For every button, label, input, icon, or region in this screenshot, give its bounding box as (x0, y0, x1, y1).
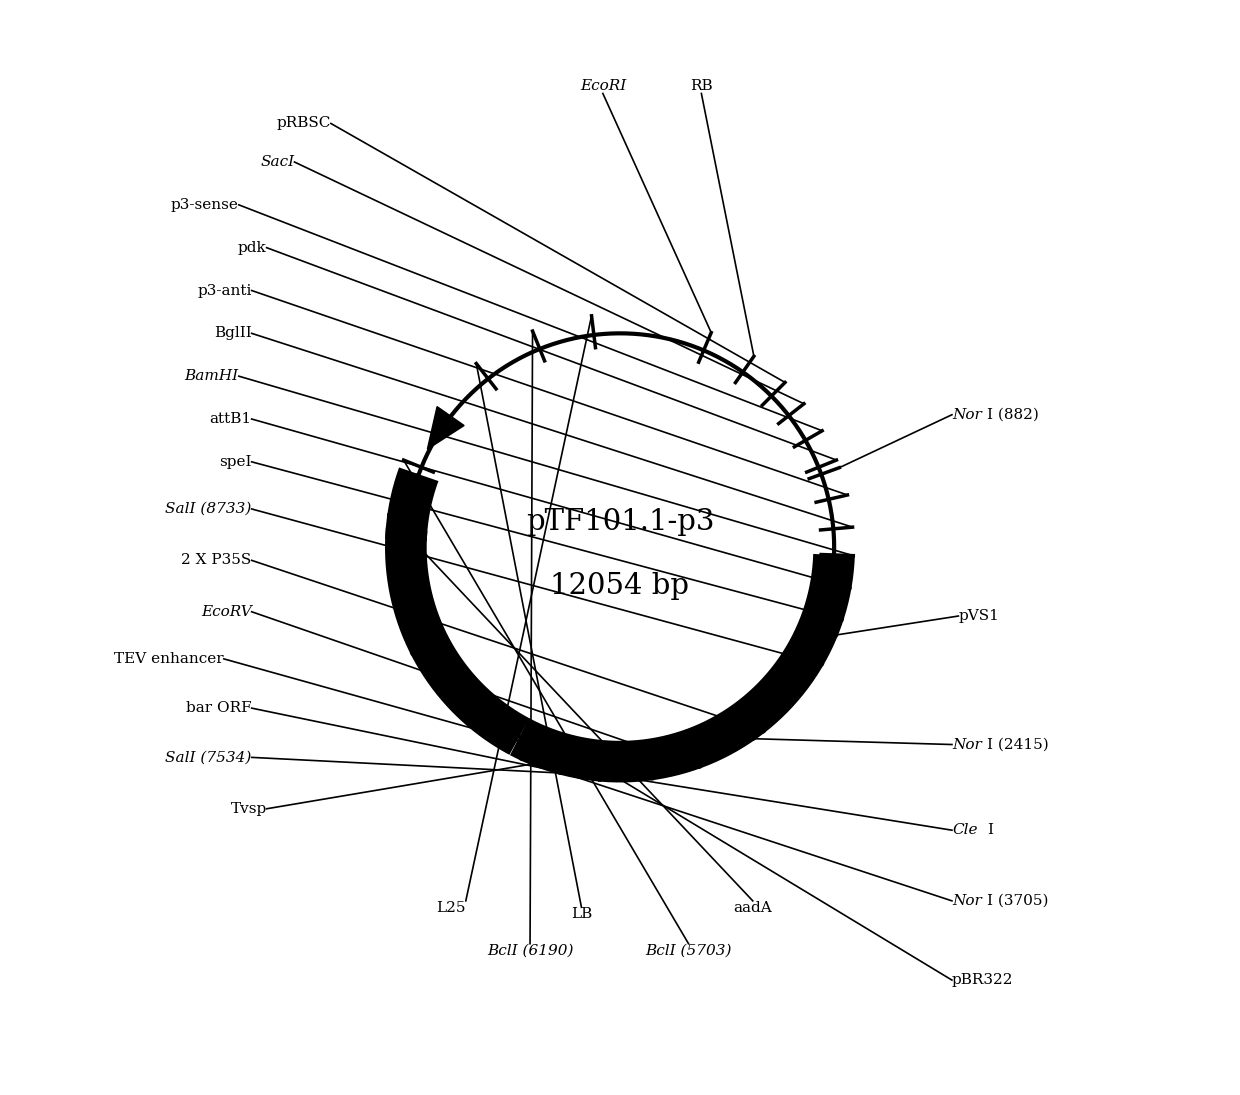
Text: Nor: Nor (952, 894, 982, 908)
Polygon shape (470, 696, 512, 735)
Text: RB: RB (691, 80, 713, 93)
Text: attB1: attB1 (210, 412, 252, 426)
Text: SacI: SacI (260, 155, 294, 169)
Text: BamHI: BamHI (185, 369, 239, 383)
Text: TEV enhancer: TEV enhancer (114, 652, 223, 666)
Polygon shape (392, 474, 424, 517)
Text: 2 X P35S: 2 X P35S (181, 553, 252, 567)
Text: aadA: aadA (733, 901, 773, 914)
Text: pVS1: pVS1 (959, 609, 999, 623)
Text: BclI (6190): BclI (6190) (487, 944, 573, 958)
Text: BclI (5703): BclI (5703) (645, 944, 732, 958)
Polygon shape (562, 739, 605, 771)
Text: 12054 bp: 12054 bp (551, 572, 689, 600)
Text: I (2415): I (2415) (987, 738, 1049, 751)
Text: p3-sense: p3-sense (171, 198, 239, 211)
Text: I (882): I (882) (987, 407, 1039, 422)
Text: SalI (8733): SalI (8733) (165, 502, 252, 516)
Text: pBR322: pBR322 (952, 973, 1013, 987)
Text: Tvsp: Tvsp (231, 802, 267, 816)
Text: pdk: pdk (238, 241, 267, 255)
Text: BglII: BglII (213, 326, 252, 341)
Polygon shape (428, 406, 464, 449)
Text: SalI (7534): SalI (7534) (165, 750, 252, 764)
Text: I: I (987, 823, 993, 838)
Text: Nor: Nor (952, 738, 982, 751)
Text: Cle: Cle (952, 823, 977, 838)
Text: EcoRV: EcoRV (201, 604, 252, 619)
Text: LB: LB (570, 908, 591, 921)
Text: bar ORF: bar ORF (186, 701, 252, 715)
Text: p3-anti: p3-anti (197, 284, 252, 298)
Text: speI: speI (219, 454, 252, 469)
Text: pTF101.1-p3: pTF101.1-p3 (526, 508, 714, 535)
Text: pRBSC: pRBSC (277, 116, 331, 130)
Text: L25: L25 (436, 901, 466, 914)
Text: EcoRI: EcoRI (580, 80, 626, 93)
Text: Nor: Nor (952, 407, 982, 422)
Text: I (3705): I (3705) (987, 894, 1049, 908)
